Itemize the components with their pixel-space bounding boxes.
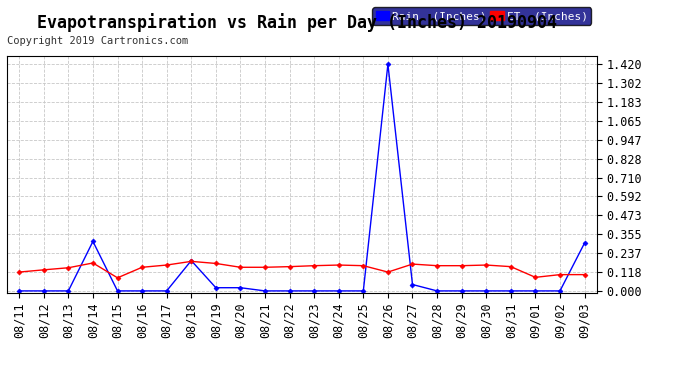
Legend: Rain  (Inches), ET  (Inches): Rain (Inches), ET (Inches) bbox=[373, 8, 591, 25]
Text: Evapotranspiration vs Rain per Day (Inches) 20190904: Evapotranspiration vs Rain per Day (Inch… bbox=[37, 13, 557, 32]
Text: Copyright 2019 Cartronics.com: Copyright 2019 Cartronics.com bbox=[7, 36, 188, 46]
